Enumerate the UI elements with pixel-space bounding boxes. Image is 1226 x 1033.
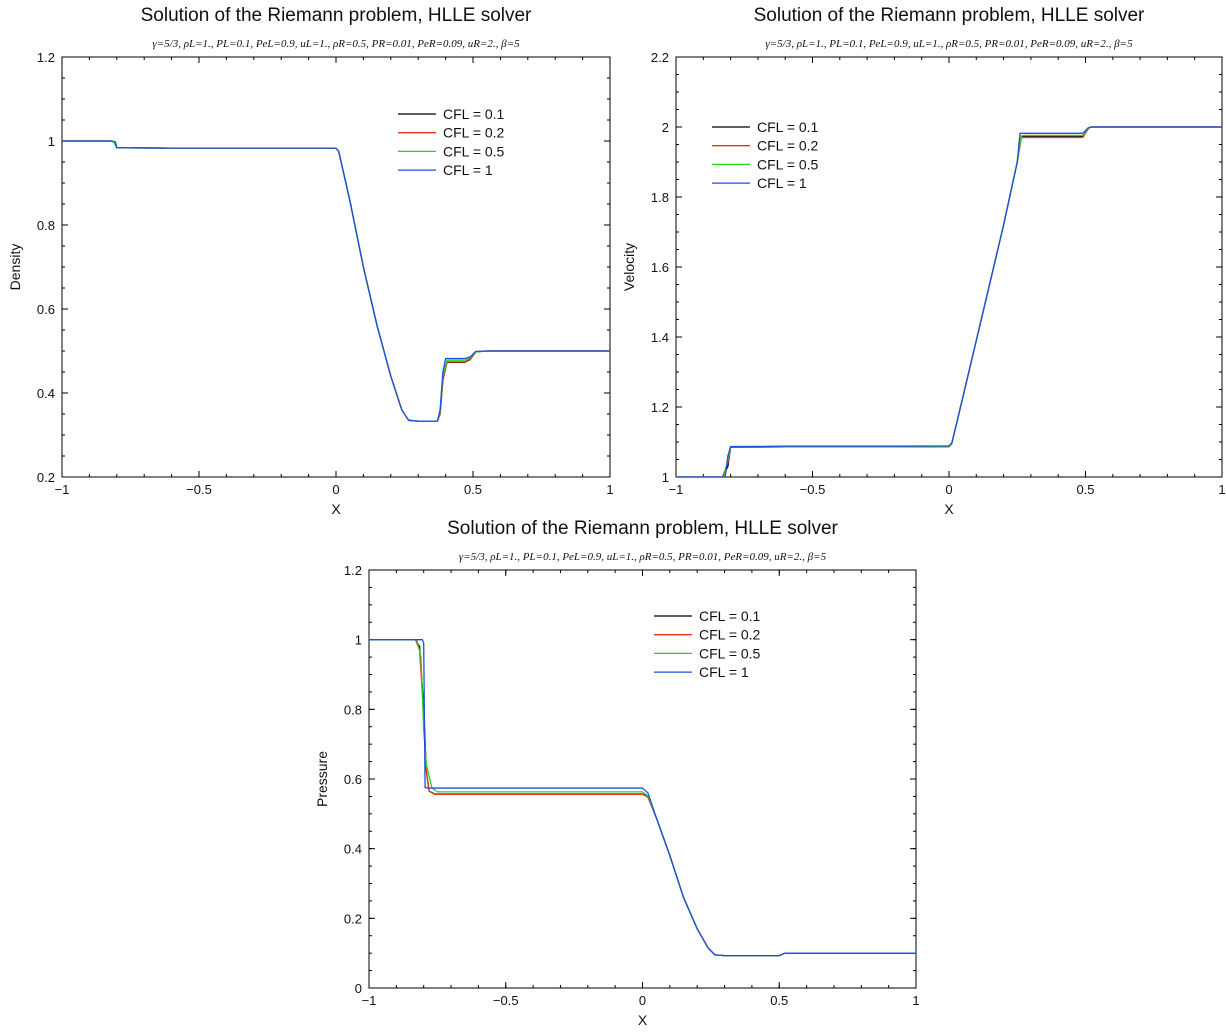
series-line-cfl-1: [676, 126, 1222, 477]
y-tick-label: 2: [662, 120, 669, 135]
legend-label: CFL = 0.2: [699, 627, 761, 643]
chart-title: Solution of the Riemann problem, HLLE so…: [447, 518, 838, 539]
x-tick-label: 1: [912, 993, 919, 1008]
chart-subtitle: γ=5/3, ρL=1., PL=0.1, PeL=0.9, uL=1., ρR…: [765, 38, 1133, 50]
y-tick-label: 0.6: [37, 302, 55, 317]
series-group: [676, 126, 1222, 477]
y-tick-label: 0.4: [344, 842, 362, 857]
series-line-cfl-0-2: [369, 639, 916, 957]
series-line-cfl-1: [369, 639, 916, 957]
x-tick-label: −1: [669, 482, 684, 497]
y-tick-label: 1.4: [651, 330, 669, 345]
x-tick-label: 0: [332, 482, 339, 497]
y-tick-label: 1.6: [651, 260, 669, 275]
y-tick-label: 0.4: [37, 386, 55, 401]
y-tick-label: 0.8: [344, 702, 362, 717]
legend-label: CFL = 0.5: [443, 143, 505, 159]
x-tick-label: −1: [55, 482, 70, 497]
x-tick-label: −0.5: [493, 993, 519, 1008]
series-line-cfl-0-1: [62, 140, 610, 422]
legend-label: CFL = 0.1: [699, 608, 761, 624]
series-group: [62, 140, 610, 422]
chart-1: Solution of the Riemann problem, HLLE so…: [7, 5, 614, 517]
y-tick-label: 0: [355, 981, 362, 996]
y-axis-label: Pressure: [314, 751, 330, 807]
y-tick-label: 0.2: [344, 911, 362, 926]
legend: CFL = 0.1 CFL = 0.2 CFL = 0.5 CFL = 1: [398, 106, 505, 178]
legend-label: CFL = 1: [443, 162, 493, 178]
y-tick-label: 1.2: [37, 50, 55, 65]
x-tick-label: 1: [606, 482, 613, 497]
y-tick-label: 1.8: [651, 190, 669, 205]
legend-label: CFL = 1: [757, 175, 807, 191]
x-tick-label: −0.5: [186, 482, 212, 497]
x-axis-label: X: [944, 501, 954, 517]
y-tick-label: 1: [662, 470, 669, 485]
y-axis-label: Velocity: [621, 243, 637, 291]
legend-label: CFL = 0.2: [757, 138, 819, 154]
y-tick-label: 2.2: [651, 50, 669, 65]
legend-label: CFL = 0.1: [757, 119, 819, 135]
legend-label: CFL = 0.2: [443, 125, 505, 141]
y-tick-label: 1.2: [651, 400, 669, 415]
x-tick-label: 0.5: [770, 993, 788, 1008]
series-line-cfl-0-5: [369, 639, 916, 957]
chart-title: Solution of the Riemann problem, HLLE so…: [141, 5, 532, 26]
legend: CFL = 0.1 CFL = 0.2 CFL = 0.5 CFL = 1: [654, 608, 761, 680]
legend-label: CFL = 1: [699, 664, 749, 680]
chart-subtitle: γ=5/3, ρL=1., PL=0.1, PeL=0.9, uL=1., ρR…: [152, 38, 520, 50]
series-line-cfl-0-2: [62, 140, 610, 422]
series-line-cfl-0-5: [62, 140, 610, 422]
y-tick-label: 1: [48, 134, 55, 149]
plot-frame: [368, 569, 917, 989]
y-tick-label: 0.6: [344, 772, 362, 787]
chart-title: Solution of the Riemann problem, HLLE so…: [754, 5, 1145, 26]
series-line-cfl-0-1: [369, 639, 916, 957]
x-axis-label: X: [638, 1012, 648, 1028]
series-line-cfl-1: [62, 140, 610, 422]
y-tick-label: 0.2: [37, 470, 55, 485]
x-tick-label: −1: [362, 993, 377, 1008]
x-tick-label: 1: [1218, 482, 1225, 497]
chart-2: Solution of the Riemann problem, HLLE so…: [621, 5, 1226, 517]
legend-label: CFL = 0.5: [699, 645, 761, 661]
y-tick-label: 1: [355, 633, 362, 648]
y-tick-label: 0.8: [37, 218, 55, 233]
x-tick-label: 0: [945, 482, 952, 497]
chart-subtitle: γ=5/3, ρL=1., PL=0.1, PeL=0.9, uL=1., ρR…: [459, 551, 827, 563]
x-axis-label: X: [331, 501, 341, 517]
plot-frame: [61, 56, 611, 478]
x-tick-label: 0.5: [464, 482, 482, 497]
legend-label: CFL = 0.5: [757, 156, 819, 172]
chart-3: Solution of the Riemann problem, HLLE so…: [314, 518, 920, 1028]
legend-label: CFL = 0.1: [443, 106, 505, 122]
y-tick-label: 1.2: [344, 563, 362, 578]
y-axis-label: Density: [7, 244, 23, 291]
x-tick-label: −0.5: [800, 482, 826, 497]
series-group: [369, 639, 916, 957]
x-tick-label: 0: [639, 993, 646, 1008]
x-tick-label: 0.5: [1076, 482, 1094, 497]
legend: CFL = 0.1 CFL = 0.2 CFL = 0.5 CFL = 1: [712, 119, 819, 191]
